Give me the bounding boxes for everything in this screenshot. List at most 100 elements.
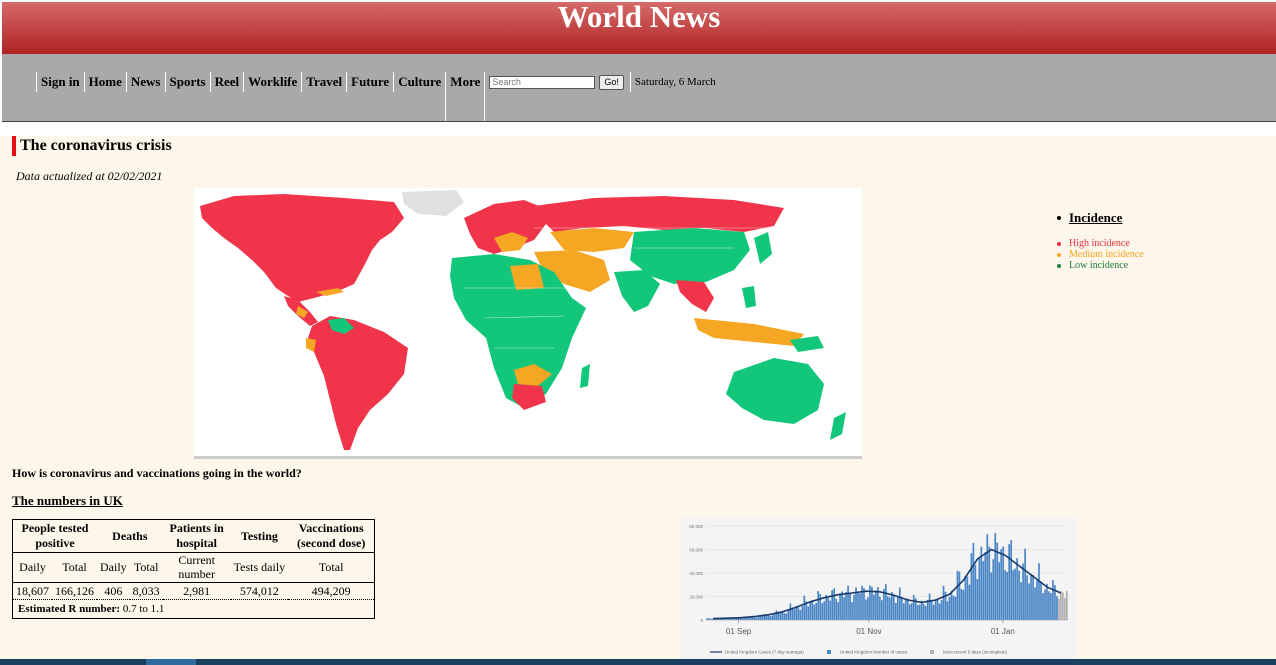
chart-bar bbox=[851, 602, 853, 620]
nav-home[interactable]: Home bbox=[83, 72, 126, 92]
chart-bar bbox=[890, 591, 893, 620]
chart-bar bbox=[1052, 580, 1054, 620]
chart-bar bbox=[900, 598, 903, 620]
legend-list: High incidence Medium incidence Low inci… bbox=[1057, 238, 1144, 271]
chart-average-line bbox=[712, 548, 1062, 620]
chart-bar bbox=[992, 559, 995, 620]
map-region-madagascar bbox=[580, 364, 590, 388]
chart-bar bbox=[763, 615, 766, 620]
world-incidence-map bbox=[194, 188, 862, 459]
nav-more[interactable]: More bbox=[445, 72, 486, 121]
bottom-bar bbox=[0, 659, 1276, 665]
chart-bar bbox=[1016, 558, 1018, 620]
chart-legend-label: United Kingdom Cases (7 day average) bbox=[725, 650, 804, 655]
r-number-label: Estimated R number: bbox=[18, 603, 121, 615]
question-text: How is coronavirus and vaccinations goin… bbox=[12, 466, 302, 480]
chart-bar bbox=[1014, 568, 1016, 620]
chart-bar bbox=[960, 588, 963, 620]
nav-reel[interactable]: Reel bbox=[209, 72, 244, 92]
chart-bar bbox=[706, 618, 708, 620]
chart-bar bbox=[1062, 592, 1064, 620]
map-region-russia bbox=[534, 196, 784, 232]
chart-bar bbox=[875, 590, 877, 620]
map-region-new-zealand bbox=[830, 412, 846, 440]
chart-bar bbox=[765, 614, 768, 620]
site-header: World News bbox=[2, 1, 1276, 54]
chart-bar bbox=[791, 608, 794, 620]
current-date: Saturday, 6 March bbox=[629, 72, 716, 92]
chart-bar bbox=[793, 609, 796, 620]
chart-bar bbox=[990, 572, 993, 620]
chart-bar bbox=[841, 591, 843, 620]
chart-bar bbox=[779, 611, 782, 620]
map-region-africa bbox=[450, 254, 586, 408]
chart-legend-swatch bbox=[930, 650, 934, 654]
chart-bar bbox=[833, 588, 835, 620]
chart-bar bbox=[761, 614, 764, 620]
chart-bar bbox=[789, 603, 792, 620]
chart-bar bbox=[920, 600, 923, 620]
nav-sports[interactable]: Sports bbox=[164, 72, 210, 92]
chart-legend-swatch bbox=[827, 650, 831, 654]
chart-bar bbox=[988, 546, 991, 620]
chart-bar bbox=[894, 602, 897, 620]
r-number-row: Estimated R number: 0.7 to 1.1 bbox=[13, 600, 374, 618]
chart-bar bbox=[1046, 583, 1048, 620]
chart-bar bbox=[881, 600, 883, 620]
bottom-bar-highlight bbox=[146, 659, 196, 665]
chart-bar bbox=[839, 593, 841, 620]
chart-bar bbox=[888, 597, 891, 620]
nav-culture[interactable]: Culture bbox=[393, 72, 445, 92]
chart-bar bbox=[1054, 585, 1056, 620]
nav-future[interactable]: Future bbox=[346, 72, 393, 92]
nav-news[interactable]: News bbox=[125, 72, 165, 92]
chart-bar bbox=[803, 595, 806, 620]
chart-bar bbox=[707, 618, 710, 620]
legend-title: Incidence bbox=[1057, 210, 1144, 226]
chart-bar bbox=[928, 593, 931, 620]
map-region-middle-east bbox=[534, 250, 610, 292]
nav-travel[interactable]: Travel bbox=[301, 72, 346, 92]
chart-bar bbox=[902, 603, 905, 620]
chart-bar bbox=[972, 542, 975, 620]
subheader-cell: Tests daily bbox=[230, 553, 289, 583]
nav-worklife[interactable]: Worklife bbox=[243, 72, 301, 92]
chart-bar bbox=[727, 618, 730, 620]
chart-bar bbox=[873, 594, 875, 620]
header-vaccinations: Vaccinations (second dose) bbox=[288, 520, 375, 553]
chart-bar bbox=[976, 579, 979, 620]
chart-bar bbox=[974, 564, 977, 620]
search-go-button[interactable]: Go! bbox=[599, 74, 624, 90]
chart-bar bbox=[958, 571, 961, 620]
header-positive: People tested positive bbox=[13, 520, 97, 553]
map-region-japan bbox=[754, 232, 772, 264]
chart-bar bbox=[729, 617, 732, 620]
map-region-south-america-low bbox=[328, 318, 354, 334]
chart-bar bbox=[813, 604, 816, 620]
chart-bar bbox=[934, 599, 937, 620]
chart-bar bbox=[857, 592, 859, 620]
legend-item-label: Low incidence bbox=[1069, 260, 1129, 271]
map-region-indonesia bbox=[694, 318, 804, 346]
value-cell: 574,012 bbox=[230, 583, 289, 600]
chart-bar bbox=[926, 599, 929, 620]
chart-bar bbox=[863, 588, 865, 620]
chart-bar bbox=[966, 576, 969, 620]
map-region-caribbean bbox=[316, 288, 344, 296]
legend-item-high: High incidence bbox=[1057, 238, 1144, 249]
chart-bar bbox=[827, 598, 830, 620]
header-hospital: Patients in hospital bbox=[162, 520, 231, 553]
map-region-north-africa-medium bbox=[510, 264, 544, 290]
chart-bar bbox=[938, 603, 941, 620]
chart-bar bbox=[771, 615, 774, 620]
chart-bar bbox=[869, 585, 871, 620]
map-region-europe-medium bbox=[494, 232, 528, 252]
chart-bar bbox=[1028, 583, 1030, 620]
chart-bar bbox=[994, 533, 997, 620]
chart-bar bbox=[1010, 540, 1013, 620]
search-input[interactable] bbox=[489, 75, 596, 89]
chart-bar bbox=[809, 602, 812, 620]
nav-sign-in[interactable]: Sign in bbox=[36, 72, 84, 92]
chart-bar bbox=[737, 617, 740, 620]
data-date: Data actualized at 02/02/2021 bbox=[16, 169, 163, 183]
